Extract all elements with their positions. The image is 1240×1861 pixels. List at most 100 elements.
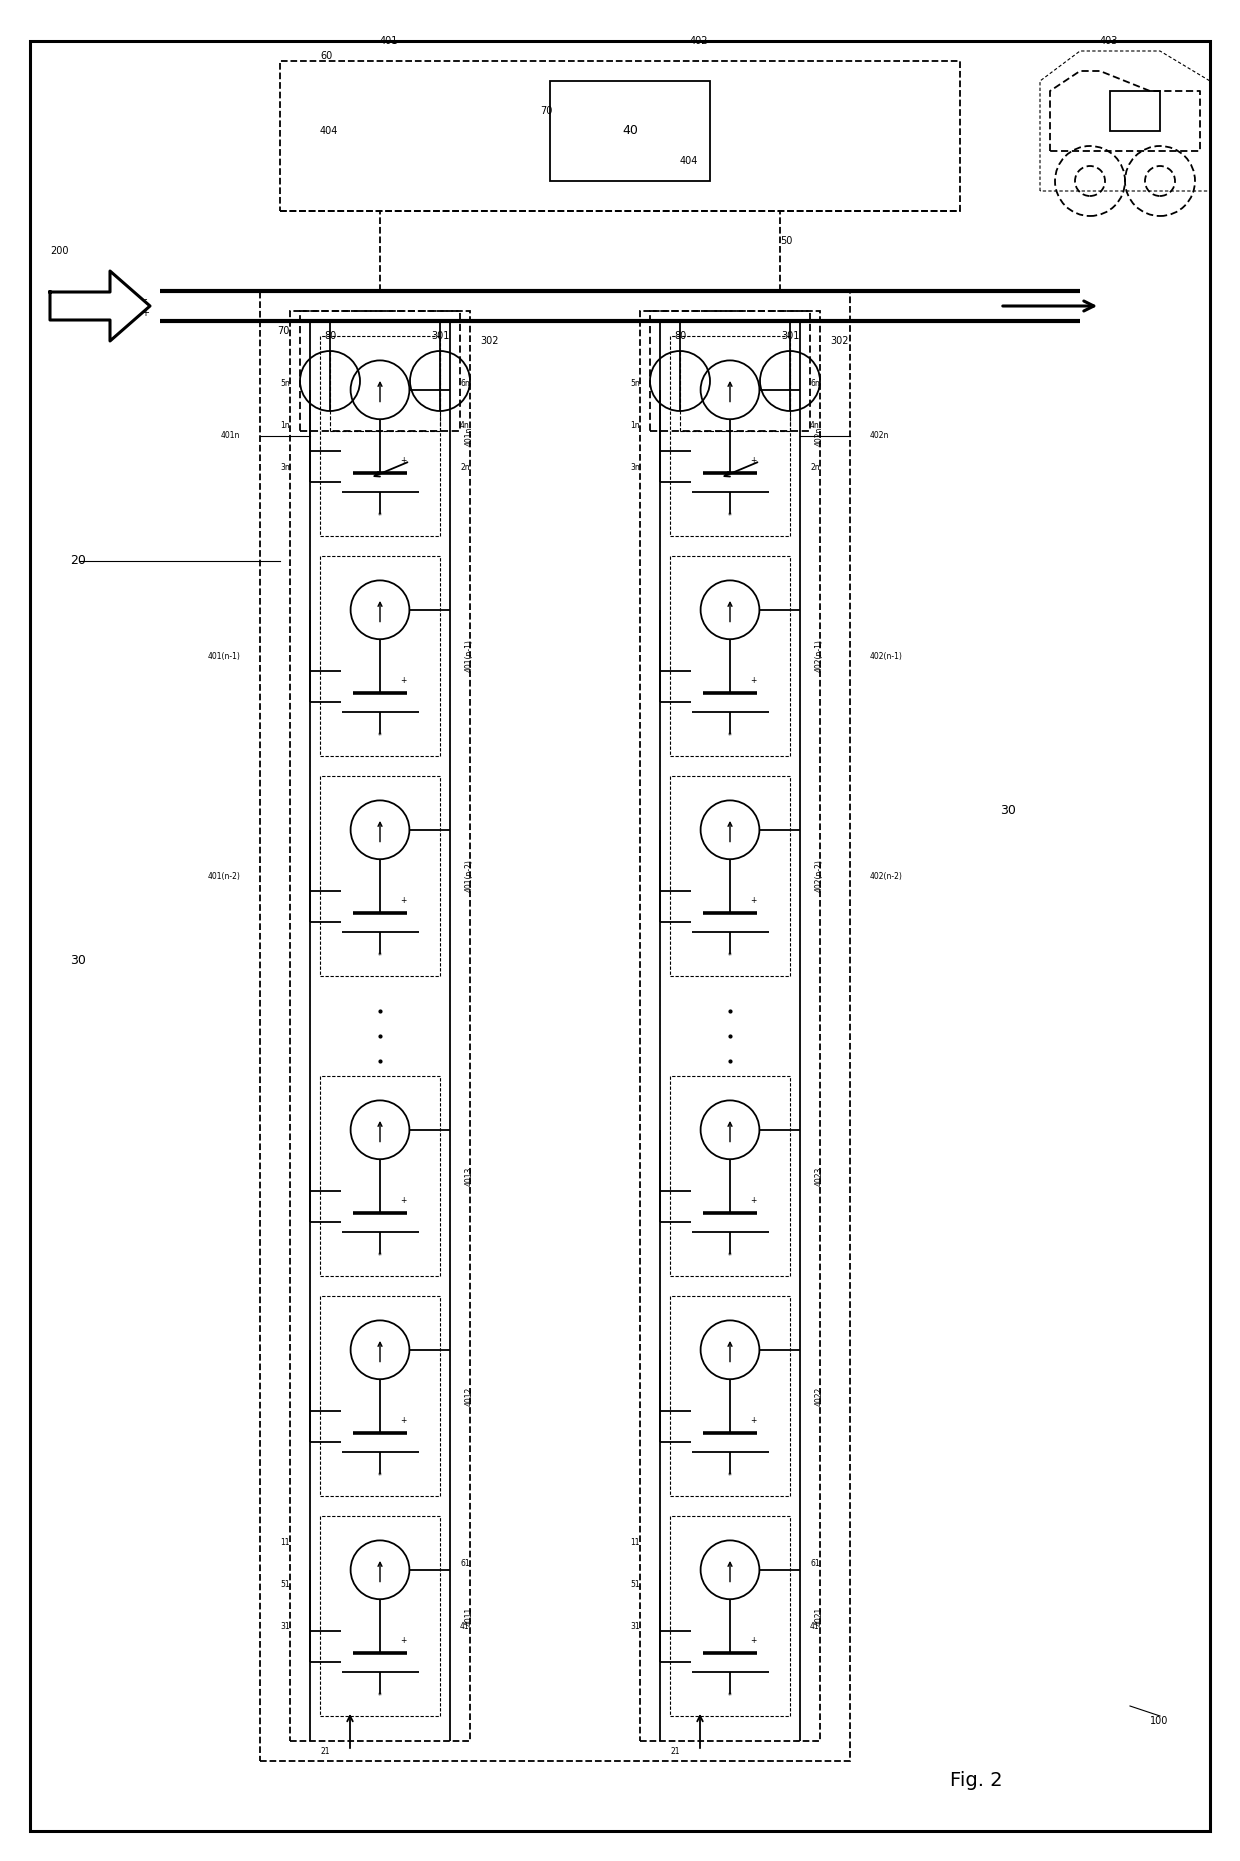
Text: *: * bbox=[728, 512, 732, 521]
Text: *: * bbox=[728, 1252, 732, 1262]
Text: 4012: 4012 bbox=[465, 1386, 474, 1405]
Text: 302: 302 bbox=[830, 337, 848, 346]
Text: *: * bbox=[378, 1692, 382, 1701]
Text: 403: 403 bbox=[1100, 35, 1118, 47]
Text: *: * bbox=[728, 953, 732, 962]
Text: 2n: 2n bbox=[810, 463, 820, 473]
Text: 404: 404 bbox=[320, 127, 339, 136]
Bar bbox=[551, 82, 711, 181]
Bar bbox=[1110, 91, 1159, 130]
Text: +: + bbox=[401, 1416, 407, 1426]
Bar bbox=[670, 337, 790, 536]
Text: 61: 61 bbox=[460, 1560, 470, 1569]
Text: 51: 51 bbox=[280, 1580, 290, 1589]
Text: 402(n-1): 402(n-1) bbox=[870, 651, 903, 661]
Text: 401(n-2): 401(n-2) bbox=[207, 871, 241, 880]
Text: 20: 20 bbox=[69, 555, 86, 568]
Text: 4023: 4023 bbox=[815, 1167, 825, 1185]
Text: 401(n-1): 401(n-1) bbox=[207, 651, 241, 661]
Bar bbox=[320, 1076, 440, 1277]
Text: +: + bbox=[401, 1195, 407, 1204]
Text: +: + bbox=[750, 895, 756, 904]
Bar bbox=[260, 290, 849, 1761]
Text: 4n: 4n bbox=[460, 421, 470, 430]
Text: 5n: 5n bbox=[630, 380, 640, 387]
Text: -: - bbox=[144, 294, 146, 303]
Text: 402: 402 bbox=[689, 35, 708, 47]
Text: 301: 301 bbox=[430, 331, 449, 341]
Text: 402(n-2): 402(n-2) bbox=[815, 860, 825, 893]
Text: 3n: 3n bbox=[280, 463, 290, 473]
Bar bbox=[650, 311, 810, 432]
Text: +: + bbox=[401, 676, 407, 685]
Text: 4021: 4021 bbox=[815, 1606, 825, 1627]
Text: 70: 70 bbox=[278, 326, 290, 337]
Bar bbox=[640, 311, 820, 1742]
Text: 4022: 4022 bbox=[815, 1386, 825, 1405]
Text: *: * bbox=[728, 1472, 732, 1481]
Text: *: * bbox=[728, 733, 732, 741]
Text: +: + bbox=[401, 456, 407, 465]
Bar bbox=[670, 1295, 790, 1496]
Bar bbox=[300, 311, 460, 432]
Text: +: + bbox=[401, 1636, 407, 1645]
Text: 3n: 3n bbox=[630, 463, 640, 473]
Text: +: + bbox=[750, 1195, 756, 1204]
Text: 40: 40 bbox=[622, 125, 637, 138]
Text: 1n: 1n bbox=[630, 421, 640, 430]
Text: 401: 401 bbox=[379, 35, 398, 47]
Text: 4013: 4013 bbox=[465, 1167, 474, 1185]
Bar bbox=[290, 311, 470, 1742]
Text: +: + bbox=[750, 676, 756, 685]
Bar bbox=[320, 337, 440, 536]
Text: 6n: 6n bbox=[810, 380, 820, 387]
Text: 51: 51 bbox=[630, 1580, 640, 1589]
Text: 302: 302 bbox=[480, 337, 498, 346]
Text: +: + bbox=[750, 1636, 756, 1645]
Text: 30: 30 bbox=[999, 804, 1016, 817]
Text: 4011: 4011 bbox=[465, 1606, 474, 1627]
Text: 401(n-1): 401(n-1) bbox=[465, 640, 474, 672]
Text: 70: 70 bbox=[539, 106, 552, 115]
Text: 31: 31 bbox=[630, 1623, 640, 1630]
Text: 404: 404 bbox=[680, 156, 698, 166]
Text: 2n: 2n bbox=[460, 463, 470, 473]
Bar bbox=[320, 1517, 440, 1716]
Text: 80: 80 bbox=[324, 331, 336, 341]
Text: 100: 100 bbox=[1149, 1716, 1168, 1725]
Bar bbox=[670, 556, 790, 756]
Text: 1n: 1n bbox=[280, 421, 290, 430]
Text: 402(n-2): 402(n-2) bbox=[870, 871, 903, 880]
Text: 5n: 5n bbox=[280, 380, 290, 387]
Text: *: * bbox=[378, 512, 382, 521]
Text: 50: 50 bbox=[780, 236, 792, 246]
Bar bbox=[320, 556, 440, 756]
Text: 21: 21 bbox=[320, 1746, 330, 1755]
Text: *: * bbox=[378, 1252, 382, 1262]
Text: *: * bbox=[378, 1472, 382, 1481]
Bar bbox=[670, 1076, 790, 1277]
Text: 60: 60 bbox=[320, 50, 332, 61]
Text: 41: 41 bbox=[810, 1623, 820, 1630]
Text: 301: 301 bbox=[781, 331, 800, 341]
Text: 402n: 402n bbox=[815, 426, 825, 445]
Text: *: * bbox=[728, 1692, 732, 1701]
Bar bbox=[320, 1295, 440, 1496]
Text: 11: 11 bbox=[630, 1537, 640, 1546]
Text: 401n: 401n bbox=[221, 432, 241, 441]
Bar bbox=[670, 776, 790, 975]
Text: 11: 11 bbox=[280, 1537, 290, 1546]
Text: +: + bbox=[401, 895, 407, 904]
Text: 80: 80 bbox=[673, 331, 686, 341]
Text: *: * bbox=[378, 953, 382, 962]
Text: 6n: 6n bbox=[460, 380, 470, 387]
Bar bbox=[320, 776, 440, 975]
Text: +: + bbox=[750, 1416, 756, 1426]
Text: 402(n-1): 402(n-1) bbox=[815, 640, 825, 672]
Text: Fig. 2: Fig. 2 bbox=[950, 1772, 1003, 1790]
Text: 401n: 401n bbox=[465, 426, 474, 445]
Text: 41: 41 bbox=[460, 1623, 470, 1630]
Text: 21: 21 bbox=[671, 1746, 680, 1755]
Text: 4n: 4n bbox=[810, 421, 820, 430]
Bar bbox=[670, 1517, 790, 1716]
